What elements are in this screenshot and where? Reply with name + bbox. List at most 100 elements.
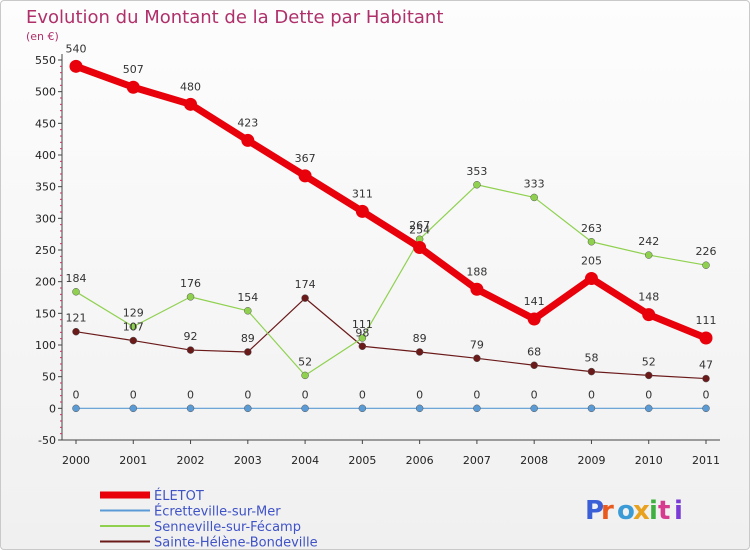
data-point	[642, 308, 656, 322]
logo-letter: t	[658, 496, 670, 526]
data-label: 47	[699, 359, 713, 372]
y-tick-label: 200	[35, 276, 56, 289]
data-point	[587, 238, 596, 246]
data-point	[644, 371, 653, 380]
data-point	[301, 371, 309, 380]
data-point	[129, 336, 138, 345]
data-point	[527, 312, 541, 326]
data-label: 121	[66, 312, 87, 325]
y-tick-label: 500	[35, 86, 56, 99]
data-label: 176	[180, 277, 201, 290]
series-line	[74, 63, 708, 342]
data-label: 111	[696, 314, 717, 327]
y-tick-label: 550	[35, 54, 56, 67]
legend-label: Écretteville-sur-Mer	[154, 504, 281, 520]
data-point	[129, 322, 138, 331]
chart-title: Evolution du Montant de la Dette par Hab…	[26, 7, 443, 28]
x-tick-label: 2008	[520, 454, 548, 467]
logo-letter: i	[674, 496, 683, 526]
x-tick-label: 2010	[635, 454, 663, 467]
data-point	[301, 294, 309, 302]
data-label: 263	[581, 222, 602, 235]
y-tick-label: -50	[38, 434, 56, 447]
data-label: 68	[527, 345, 541, 358]
data-point	[244, 307, 252, 315]
x-tick-label: 2006	[406, 454, 434, 467]
x-tick-label: 2000	[62, 454, 90, 467]
y-tick-label: 400	[35, 149, 56, 162]
data-label: 367	[295, 152, 316, 165]
data-label: 98	[355, 326, 369, 339]
y-tick-label: 350	[35, 181, 56, 194]
data-label: 0	[359, 388, 366, 401]
data-point	[186, 293, 195, 301]
data-point	[530, 404, 538, 413]
series-line	[75, 297, 707, 380]
data-label: 333	[524, 177, 545, 190]
data-point	[473, 354, 481, 363]
data-point	[355, 204, 369, 218]
logo-letter: r	[601, 496, 614, 526]
data-point	[584, 272, 598, 285]
data-point	[587, 404, 596, 413]
y-tick-label: 150	[35, 307, 56, 320]
proxiti-logo: Pr ox i t i	[585, 496, 683, 526]
data-point	[358, 404, 367, 413]
x-tick-label: 2004	[291, 454, 319, 467]
x-tick-label: 2002	[177, 454, 205, 467]
legend-label: Sainte-Hélène-Bondeville	[154, 536, 318, 550]
data-label: 0	[73, 388, 80, 401]
data-point	[702, 404, 710, 413]
data-point	[186, 404, 195, 413]
data-label: 254	[409, 223, 430, 236]
logo-letter: i	[649, 496, 658, 526]
x-tick-label: 2001	[119, 454, 147, 467]
data-point	[72, 288, 80, 296]
logo-letter: o	[617, 496, 635, 526]
data-label: 311	[352, 187, 373, 200]
data-point	[702, 374, 710, 383]
data-point	[301, 404, 309, 413]
data-label: 141	[524, 295, 545, 308]
data-point	[69, 59, 83, 73]
data-label: 52	[642, 355, 656, 368]
y-tick-label: 250	[35, 244, 56, 257]
data-label: 353	[466, 165, 487, 178]
data-point	[129, 404, 138, 413]
data-label: 205	[581, 255, 602, 268]
data-point	[298, 169, 312, 183]
data-point	[702, 261, 710, 269]
data-label: 92	[184, 330, 198, 343]
data-point	[126, 80, 140, 94]
y-tick-label: 0	[49, 402, 56, 415]
data-label: 0	[302, 388, 309, 401]
data-point	[413, 240, 427, 254]
data-point	[358, 334, 367, 342]
data-point	[186, 346, 195, 354]
y-tick-label: 50	[42, 371, 56, 384]
data-point	[184, 97, 198, 111]
data-label: 242	[638, 235, 659, 248]
data-point	[699, 331, 713, 345]
data-label: 0	[187, 388, 194, 401]
data-label: 148	[638, 291, 659, 304]
data-label: 107	[123, 321, 144, 334]
data-point	[244, 348, 252, 356]
x-tick-label: 2003	[234, 454, 262, 467]
legend-label: Senneville-sur-Fécamp	[154, 520, 301, 535]
data-label: 89	[241, 332, 255, 345]
data-label: 507	[123, 63, 144, 76]
x-tick-label: 2009	[577, 454, 605, 467]
data-label: 79	[470, 338, 484, 351]
data-label: 111	[352, 318, 373, 331]
data-label: 0	[645, 388, 652, 401]
data-label: 174	[295, 278, 316, 291]
data-point	[72, 404, 80, 413]
series-line	[75, 184, 707, 376]
data-point	[587, 367, 596, 376]
data-label: 52	[298, 355, 312, 368]
data-label: 188	[466, 265, 487, 278]
y-tick-label: 100	[35, 339, 56, 352]
